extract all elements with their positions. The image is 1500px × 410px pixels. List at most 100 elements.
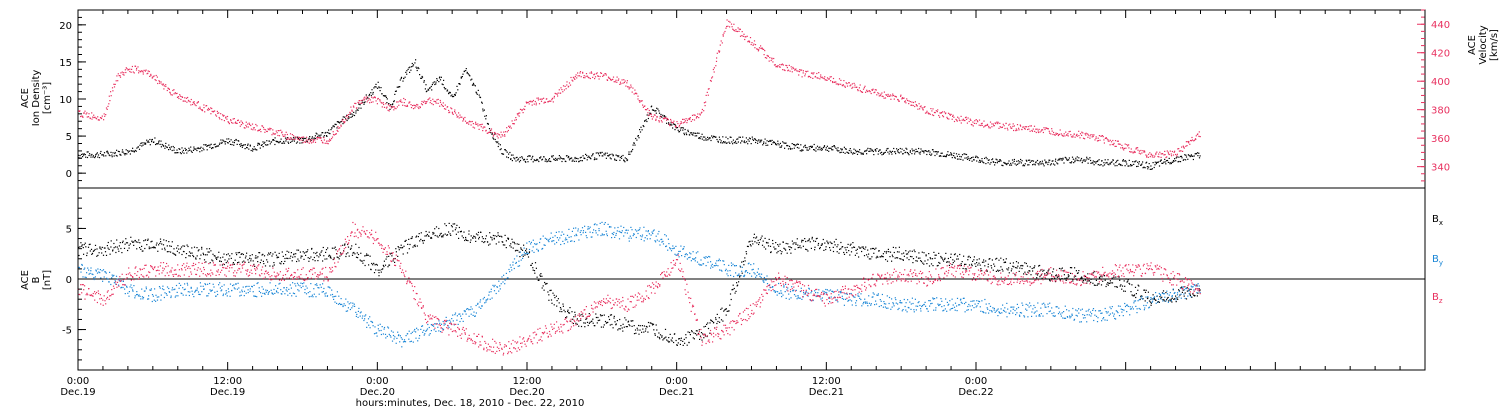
data-point	[939, 155, 941, 157]
data-point	[579, 157, 581, 159]
data-point	[900, 94, 902, 96]
data-point	[1123, 290, 1125, 292]
data-point	[410, 340, 412, 342]
data-point	[1076, 272, 1079, 274]
data-point	[707, 88, 709, 90]
data-point	[632, 320, 634, 322]
data-point	[311, 139, 313, 141]
data-point	[631, 325, 633, 327]
data-point	[1044, 273, 1046, 275]
data-point	[1197, 152, 1199, 154]
data-point	[986, 270, 988, 272]
data-point	[920, 148, 922, 150]
data-point	[1165, 160, 1168, 162]
data-point	[86, 116, 88, 118]
data-point	[644, 330, 647, 332]
data-point	[116, 149, 118, 151]
data-point	[872, 88, 874, 90]
data-point	[1042, 270, 1044, 272]
data-point	[438, 77, 441, 79]
data-point	[995, 123, 997, 125]
data-point	[482, 238, 484, 240]
data-point	[114, 246, 117, 248]
data-point	[274, 137, 276, 139]
data-point	[929, 257, 931, 259]
data-point	[187, 150, 189, 152]
data-point	[481, 101, 483, 103]
data-point	[374, 97, 376, 99]
data-point	[217, 256, 219, 258]
data-point	[604, 320, 607, 323]
data-point	[132, 241, 134, 243]
data-point	[911, 101, 913, 103]
data-point	[536, 97, 538, 99]
data-point	[240, 120, 242, 122]
data-point	[1094, 271, 1096, 273]
data-point	[1058, 133, 1061, 135]
data-point	[1048, 130, 1050, 132]
data-point	[1090, 278, 1092, 280]
data-point	[149, 75, 151, 77]
data-point	[563, 158, 565, 160]
data-point	[1036, 274, 1039, 276]
data-point	[609, 314, 612, 316]
data-point	[393, 100, 395, 102]
data-point	[511, 120, 513, 122]
data-point	[984, 265, 986, 267]
data-point	[960, 264, 962, 267]
data-point	[656, 107, 658, 109]
data-point	[185, 149, 187, 151]
data-point	[767, 245, 770, 247]
data-point	[477, 234, 479, 236]
data-point	[666, 122, 668, 124]
data-point	[1057, 163, 1059, 165]
data-point	[798, 71, 801, 73]
data-point	[569, 307, 571, 309]
data-point	[572, 159, 574, 161]
data-point	[270, 252, 272, 254]
data-point	[1097, 137, 1099, 139]
data-point	[805, 71, 807, 73]
data-point	[330, 257, 332, 259]
data-point	[900, 95, 902, 97]
data-point	[595, 313, 597, 315]
data-point	[668, 341, 671, 343]
data-point	[226, 292, 228, 294]
data-point	[562, 91, 564, 93]
data-point	[155, 79, 157, 82]
data-point	[766, 54, 768, 57]
data-point	[231, 289, 233, 292]
data-point	[579, 71, 582, 73]
data-point	[316, 284, 318, 287]
data-point	[184, 97, 186, 99]
data-point	[602, 75, 604, 77]
data-point	[332, 131, 334, 133]
data-point	[648, 325, 651, 327]
data-point	[111, 274, 113, 276]
data-point	[793, 242, 795, 244]
data-point	[977, 157, 979, 159]
data-point	[592, 76, 594, 78]
data-point	[727, 25, 729, 27]
data-point	[751, 136, 753, 138]
data-point	[501, 236, 503, 238]
data-point	[409, 341, 411, 343]
data-point	[1130, 291, 1132, 293]
data-point	[441, 328, 444, 330]
data-point	[992, 161, 994, 163]
data-point	[823, 145, 826, 147]
data-point	[353, 303, 355, 305]
data-point	[883, 97, 885, 99]
data-point	[441, 105, 443, 107]
data-point	[302, 142, 304, 144]
data-point	[694, 333, 697, 335]
data-point	[623, 160, 625, 162]
data-point	[602, 326, 604, 328]
data-point	[318, 137, 320, 139]
data-point	[807, 70, 809, 72]
data-point	[95, 270, 97, 272]
data-point	[343, 303, 345, 305]
data-point	[1055, 133, 1058, 135]
data-point	[341, 120, 343, 122]
data-point	[351, 245, 353, 247]
